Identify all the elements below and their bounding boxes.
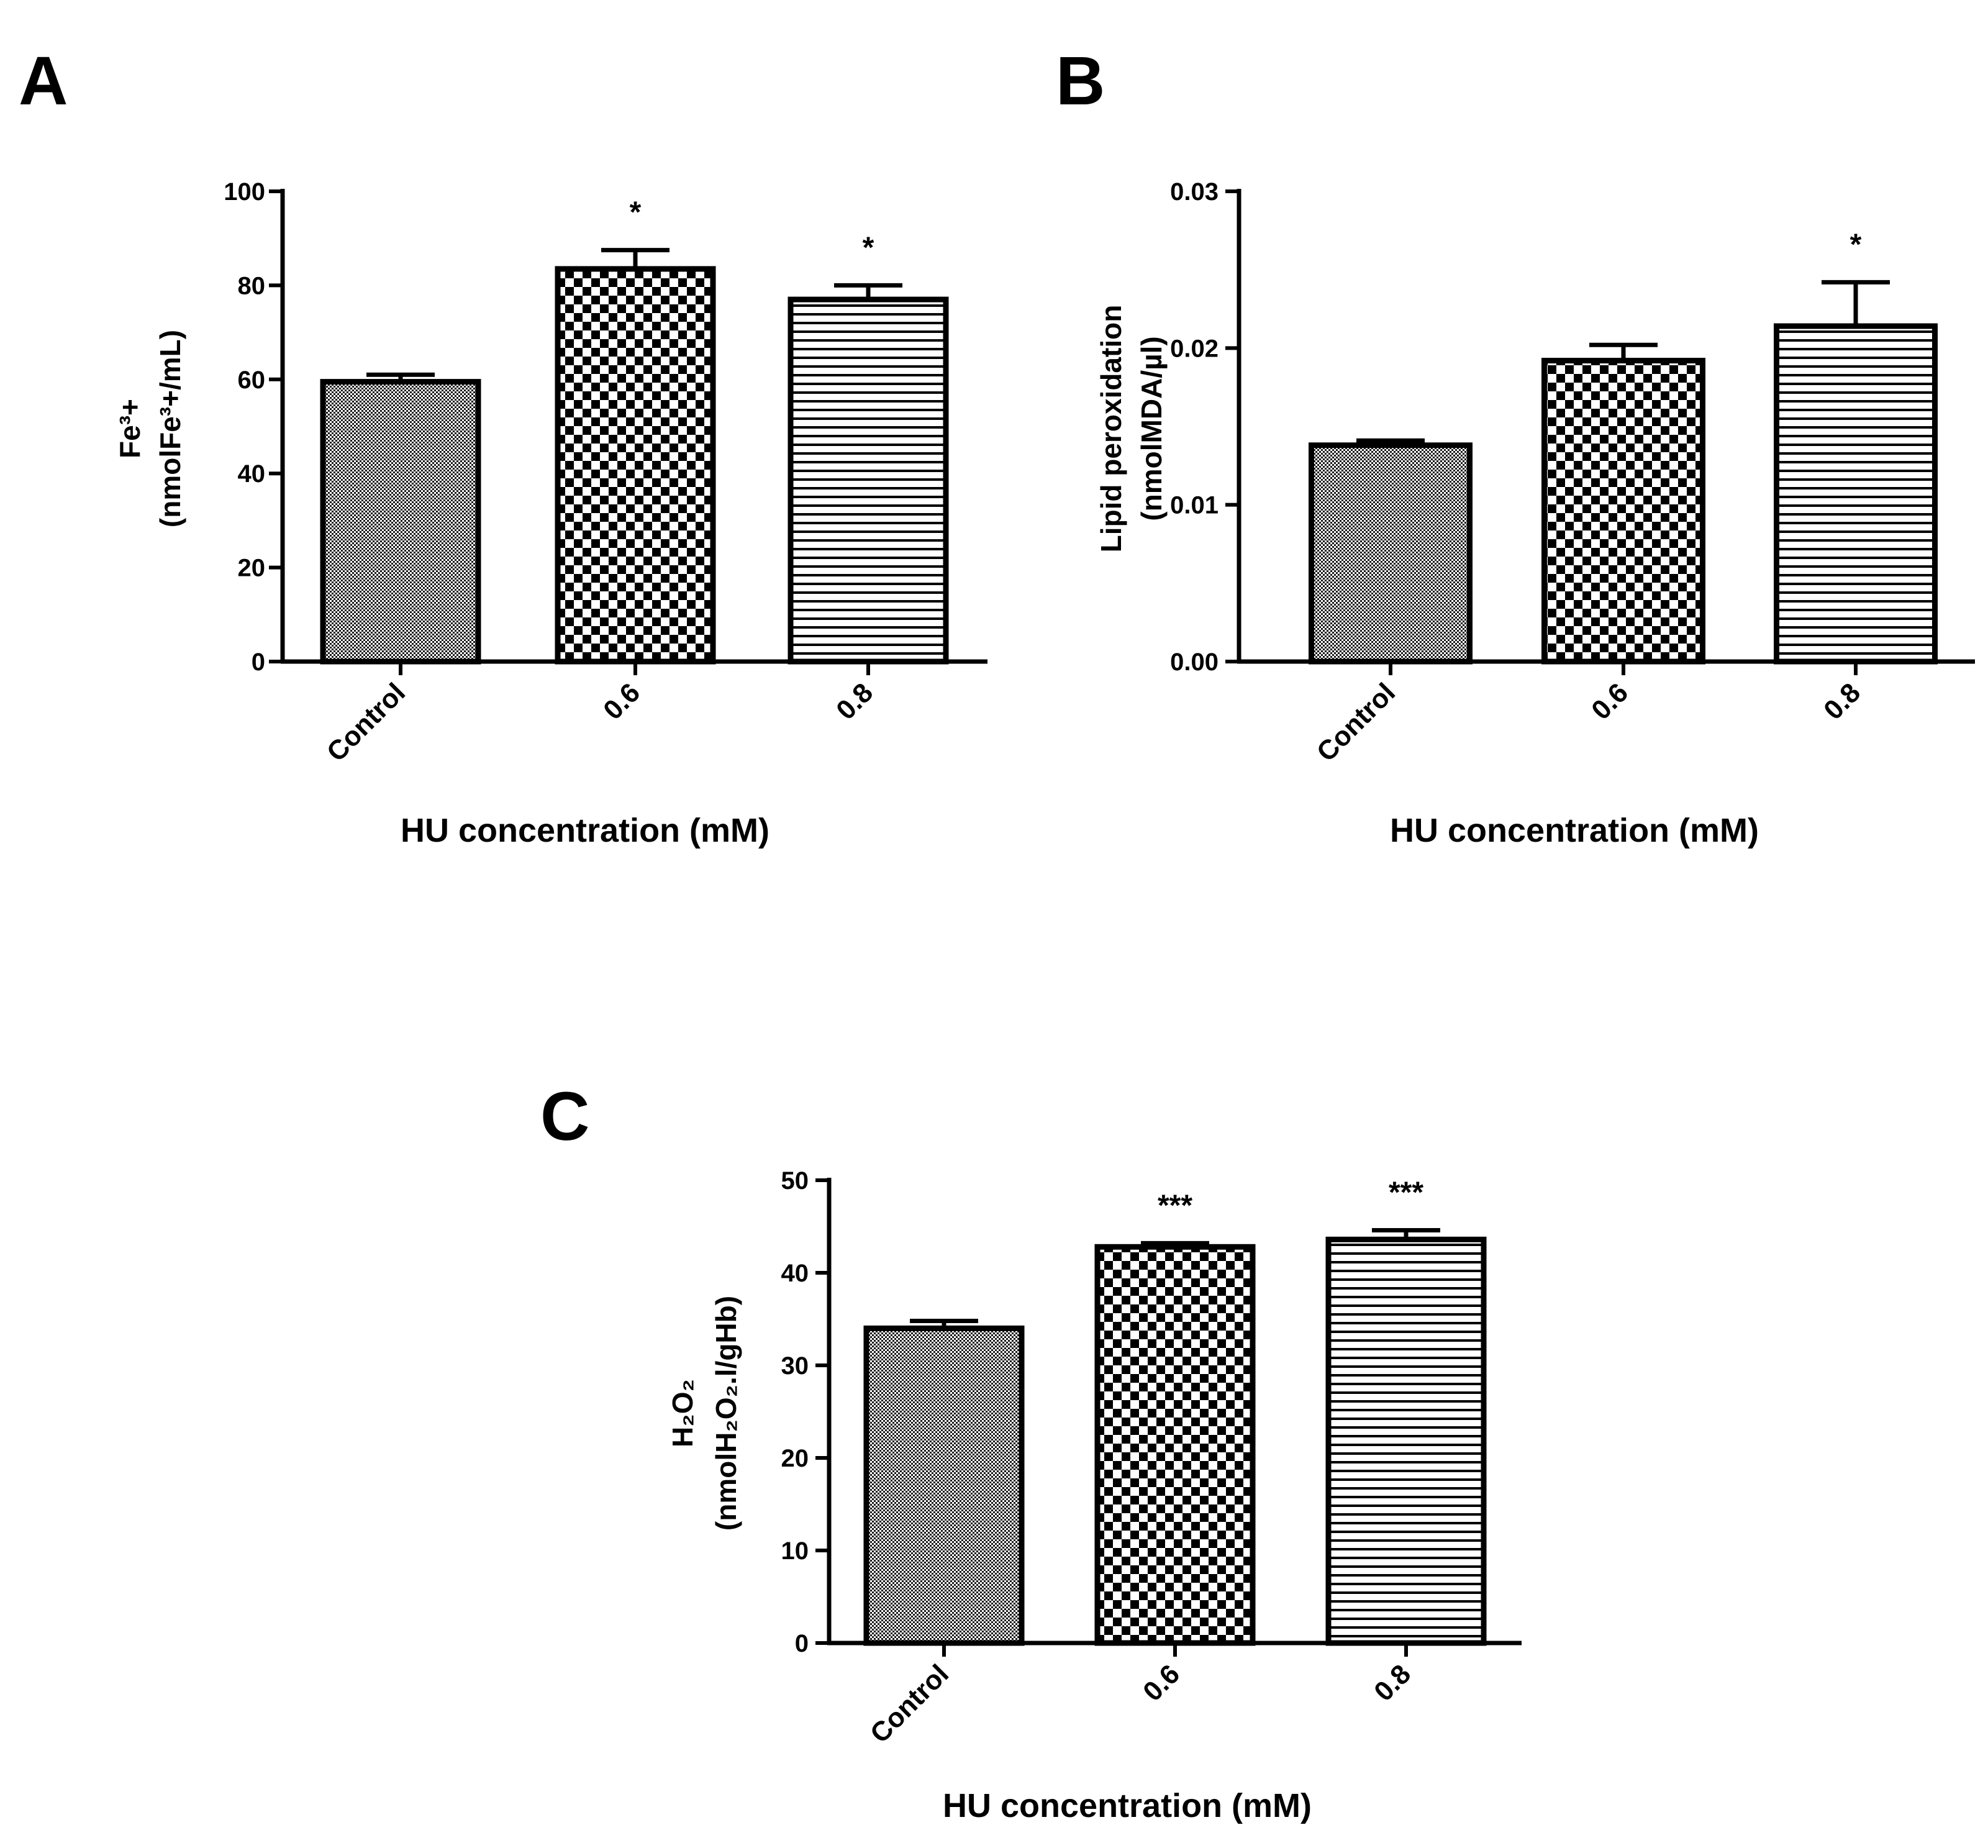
category-label: 0.8 xyxy=(1368,1659,1417,1707)
bar xyxy=(1325,1236,1487,1646)
category-label: 0.6 xyxy=(1137,1659,1186,1707)
category-label: 0.6 xyxy=(1586,677,1634,726)
panel-letter: B xyxy=(1056,43,1105,119)
y-tick-label: 30 xyxy=(781,1352,809,1380)
category-label: 0.6 xyxy=(597,677,646,726)
y-tick-label: 0 xyxy=(795,1630,809,1657)
bar xyxy=(1094,1244,1256,1646)
bar xyxy=(555,266,716,665)
category-label: 0.8 xyxy=(1818,677,1866,726)
y-tick-label: 80 xyxy=(238,272,266,299)
x-axis-title: HU concentration (mM) xyxy=(1390,812,1759,849)
significance-marker: * xyxy=(863,231,874,264)
category-label: 0.8 xyxy=(830,677,879,726)
significance-marker: *** xyxy=(1158,1189,1192,1222)
y-tick-label: 20 xyxy=(781,1445,809,1472)
bar xyxy=(1541,358,1705,665)
y-tick-label: 0.01 xyxy=(1170,492,1219,519)
y-axis-title-line2: (nmolH₂O₂.l/gHb) xyxy=(710,1296,742,1531)
bar xyxy=(1309,442,1473,665)
y-tick-label: 100 xyxy=(224,178,265,206)
x-axis-title: HU concentration (mM) xyxy=(943,1787,1312,1824)
bar xyxy=(320,379,481,665)
y-axis-title-line2: (nmolMDA/µl) xyxy=(1135,336,1168,521)
bar xyxy=(787,296,949,665)
panel-letter: A xyxy=(19,43,68,119)
significance-marker: * xyxy=(1850,228,1862,261)
y-axis-title-line1: H₂O₂ xyxy=(666,1379,699,1447)
y-tick-label: 0.03 xyxy=(1170,178,1219,206)
bar xyxy=(1774,323,1938,665)
y-tick-label: 40 xyxy=(238,460,266,488)
chart-panel-a: A Control * 0.6 * 0.8 0 20 40 60 80 100 Fe³+ (nmolFe³… xyxy=(19,43,987,849)
y-axis-title-line2: (nmolFe³+/mL) xyxy=(154,330,186,527)
y-tick-label: 50 xyxy=(781,1167,809,1195)
bar xyxy=(863,1325,1025,1646)
y-tick-label: 0.00 xyxy=(1170,649,1219,676)
y-tick-label: 60 xyxy=(238,366,266,394)
chart-panel-b: B Control 0.6 * 0.8 0.00 0.01 0.02 0.03 Lipid per… xyxy=(1056,43,1975,849)
chart-panel-c: C Control *** 0.6 *** 0.8 0 10 20 30 40 50 H₂O₂ (nmol… xyxy=(540,1078,1522,1824)
category-label: Control xyxy=(865,1659,955,1749)
category-label: Control xyxy=(1311,677,1401,767)
y-axis-title-line1: Fe³+ xyxy=(114,399,146,458)
x-axis-title: HU concentration (mM) xyxy=(401,812,769,849)
significance-marker: *** xyxy=(1389,1176,1423,1209)
y-tick-label: 40 xyxy=(781,1260,809,1287)
significance-marker: * xyxy=(630,196,642,229)
y-tick-label: 10 xyxy=(781,1537,809,1565)
category-label: Control xyxy=(321,677,411,767)
panel-letter: C xyxy=(540,1078,589,1155)
y-tick-label: 20 xyxy=(238,555,266,582)
y-axis-title-line1: Lipid peroxidation xyxy=(1095,305,1127,553)
y-tick-label: 0 xyxy=(252,649,265,676)
y-tick-label: 0.02 xyxy=(1170,335,1219,362)
